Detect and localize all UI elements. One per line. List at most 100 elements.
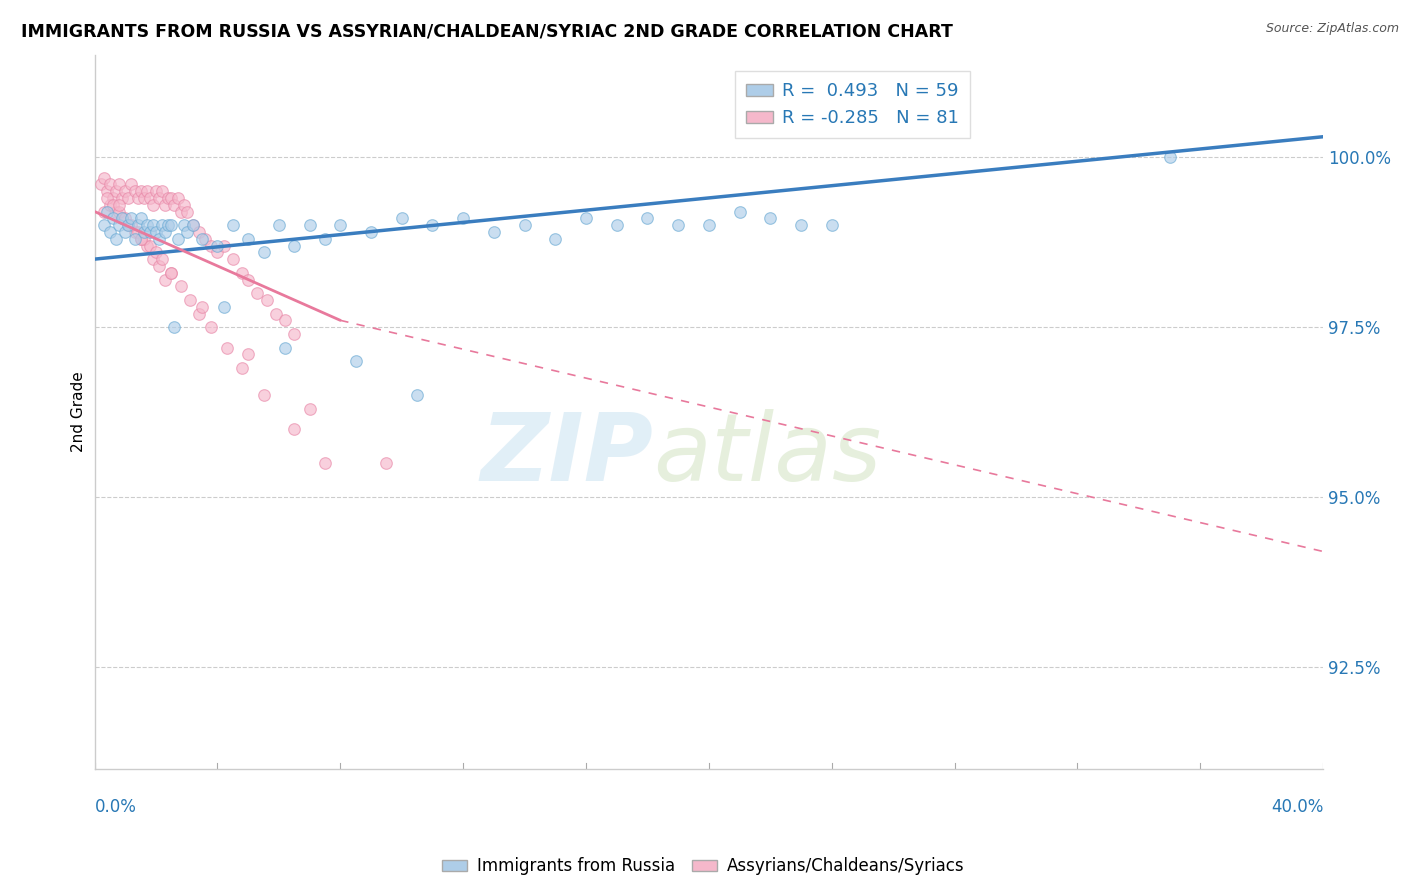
Point: [513, 218, 536, 232]
Point: [759, 211, 782, 226]
Point: [283, 238, 305, 252]
Point: [314, 232, 336, 246]
Point: [246, 286, 269, 301]
Point: [283, 422, 305, 436]
Legend: Immigrants from Russia, Assyrians/Chaldeans/Syriacs: Immigrants from Russia, Assyrians/Chalde…: [434, 851, 972, 882]
Point: [155, 198, 177, 212]
Point: [135, 184, 157, 198]
Point: [207, 245, 229, 260]
Point: [93, 218, 115, 232]
Point: [145, 184, 167, 198]
Point: [191, 300, 214, 314]
Point: [114, 211, 136, 226]
Point: [666, 218, 689, 232]
Point: [391, 211, 413, 226]
Point: [176, 204, 198, 219]
Point: [236, 232, 259, 246]
Point: [179, 293, 201, 307]
Point: [148, 232, 170, 246]
Point: [135, 238, 157, 252]
Point: [176, 225, 198, 239]
Point: [606, 218, 628, 232]
Point: [200, 238, 222, 252]
Point: [1159, 150, 1181, 164]
Point: [157, 191, 180, 205]
Point: [132, 232, 155, 246]
Point: [422, 218, 444, 232]
Point: [181, 218, 204, 232]
Point: [575, 211, 598, 226]
Point: [163, 198, 186, 212]
Point: [114, 184, 136, 198]
Point: [215, 341, 238, 355]
Point: [274, 341, 297, 355]
Point: [132, 191, 155, 205]
Point: [135, 218, 157, 232]
Point: [821, 218, 844, 232]
Point: [274, 313, 297, 327]
Point: [120, 218, 142, 232]
Point: [231, 266, 253, 280]
Point: [697, 218, 720, 232]
Point: [157, 218, 180, 232]
Point: [252, 245, 274, 260]
Point: [98, 225, 121, 239]
Text: 40.0%: 40.0%: [1271, 797, 1323, 815]
Point: [344, 354, 367, 368]
Point: [98, 178, 121, 192]
Point: [188, 225, 211, 239]
Text: Source: ZipAtlas.com: Source: ZipAtlas.com: [1265, 22, 1399, 36]
Point: [155, 272, 177, 286]
Point: [108, 198, 131, 212]
Point: [145, 225, 167, 239]
Point: [155, 225, 177, 239]
Point: [96, 191, 118, 205]
Point: [142, 252, 165, 266]
Legend: R =  0.493   N = 59, R = -0.285   N = 81: R = 0.493 N = 59, R = -0.285 N = 81: [735, 71, 970, 138]
Point: [790, 218, 813, 232]
Point: [114, 225, 136, 239]
Point: [139, 225, 162, 239]
Point: [264, 306, 287, 320]
Point: [212, 300, 235, 314]
Point: [544, 232, 567, 246]
Point: [101, 191, 124, 205]
Point: [139, 191, 162, 205]
Point: [166, 232, 188, 246]
Text: ZIP: ZIP: [481, 409, 654, 501]
Point: [163, 320, 186, 334]
Point: [212, 238, 235, 252]
Point: [127, 191, 149, 205]
Point: [111, 191, 134, 205]
Point: [120, 178, 142, 192]
Point: [129, 232, 152, 246]
Point: [129, 184, 152, 198]
Text: IMMIGRANTS FROM RUSSIA VS ASSYRIAN/CHALDEAN/SYRIAC 2ND GRADE CORRELATION CHART: IMMIGRANTS FROM RUSSIA VS ASSYRIAN/CHALD…: [21, 22, 953, 40]
Point: [124, 184, 146, 198]
Point: [173, 198, 195, 212]
Point: [375, 456, 398, 470]
Point: [728, 204, 751, 219]
Point: [160, 191, 183, 205]
Point: [298, 218, 321, 232]
Point: [129, 232, 152, 246]
Point: [160, 266, 183, 280]
Point: [142, 198, 165, 212]
Point: [127, 218, 149, 232]
Point: [150, 218, 173, 232]
Point: [314, 456, 336, 470]
Point: [298, 401, 321, 416]
Text: 0.0%: 0.0%: [94, 797, 136, 815]
Point: [93, 170, 115, 185]
Point: [236, 347, 259, 361]
Point: [482, 225, 505, 239]
Point: [108, 218, 131, 232]
Point: [117, 218, 139, 232]
Point: [283, 326, 305, 341]
Point: [111, 211, 134, 226]
Point: [108, 178, 131, 192]
Text: atlas: atlas: [654, 409, 882, 500]
Point: [90, 178, 112, 192]
Point: [207, 238, 229, 252]
Point: [360, 225, 382, 239]
